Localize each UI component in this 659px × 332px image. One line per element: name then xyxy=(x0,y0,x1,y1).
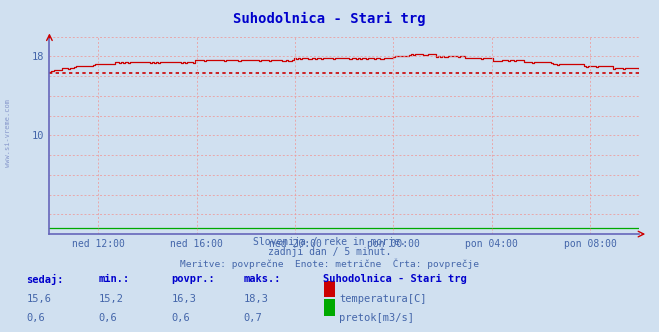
Text: sedaj:: sedaj: xyxy=(26,274,64,285)
Text: zadnji dan / 5 minut.: zadnji dan / 5 minut. xyxy=(268,247,391,257)
Text: Meritve: povprečne  Enote: metrične  Črta: povprečje: Meritve: povprečne Enote: metrične Črta:… xyxy=(180,258,479,269)
Text: Suhodolnica - Stari trg: Suhodolnica - Stari trg xyxy=(323,274,467,284)
Text: 18,3: 18,3 xyxy=(244,294,269,304)
Text: temperatura[C]: temperatura[C] xyxy=(339,294,427,304)
Text: 0,6: 0,6 xyxy=(99,313,117,323)
Text: 0,6: 0,6 xyxy=(26,313,45,323)
Text: povpr.:: povpr.: xyxy=(171,274,215,284)
Text: Suhodolnica - Stari trg: Suhodolnica - Stari trg xyxy=(233,12,426,26)
Text: 16,3: 16,3 xyxy=(171,294,196,304)
Text: 0,7: 0,7 xyxy=(244,313,262,323)
Text: www.si-vreme.com: www.si-vreme.com xyxy=(5,99,11,167)
Text: 15,6: 15,6 xyxy=(26,294,51,304)
Text: 0,6: 0,6 xyxy=(171,313,190,323)
Text: 15,2: 15,2 xyxy=(99,294,124,304)
Text: pretok[m3/s]: pretok[m3/s] xyxy=(339,313,415,323)
Text: min.:: min.: xyxy=(99,274,130,284)
Text: maks.:: maks.: xyxy=(244,274,281,284)
Text: Slovenija / reke in morje.: Slovenija / reke in morje. xyxy=(253,237,406,247)
